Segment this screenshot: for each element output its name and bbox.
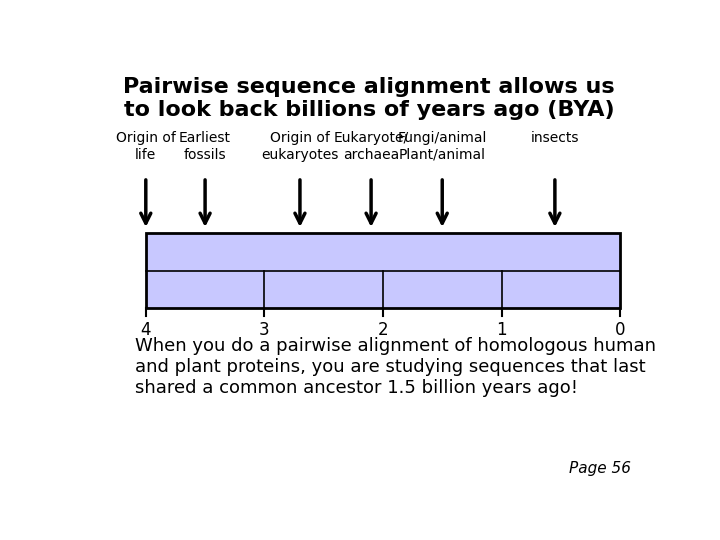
- Text: Origin of
life: Origin of life: [116, 131, 176, 161]
- Text: 1: 1: [496, 321, 507, 339]
- Text: Pairwise sequence alignment allows us
to look back billions of years ago (BYA): Pairwise sequence alignment allows us to…: [123, 77, 615, 120]
- Text: Fungi/animal
Plant/animal: Fungi/animal Plant/animal: [397, 131, 487, 161]
- Text: insects: insects: [531, 131, 579, 145]
- Bar: [145, 271, 620, 308]
- Text: Page 56: Page 56: [570, 462, 631, 476]
- Bar: [145, 233, 620, 271]
- Bar: [145, 233, 620, 308]
- Text: 3: 3: [259, 321, 270, 339]
- Text: 2: 2: [377, 321, 388, 339]
- Text: 4: 4: [140, 321, 151, 339]
- Text: 0: 0: [615, 321, 626, 339]
- Text: Earliest
fossils: Earliest fossils: [179, 131, 231, 161]
- Text: Origin of
eukaryotes: Origin of eukaryotes: [261, 131, 338, 161]
- Text: Eukaryote/
archaea: Eukaryote/ archaea: [333, 131, 409, 161]
- Text: When you do a pairwise alignment of homologous human
and plant proteins, you are: When you do a pairwise alignment of homo…: [135, 337, 656, 397]
